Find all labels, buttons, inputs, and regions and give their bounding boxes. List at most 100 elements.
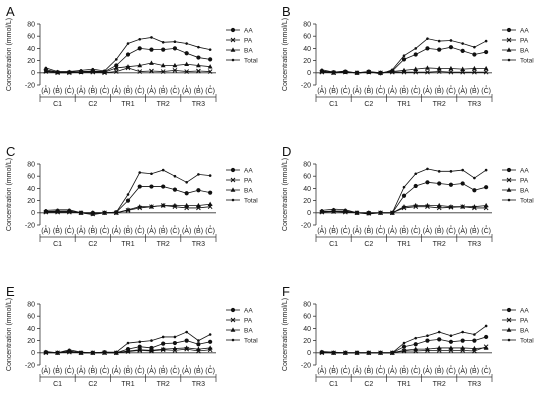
data-point-total-e <box>114 350 118 354</box>
group-label-tr1-e: TR1 <box>121 381 134 388</box>
data-point-total-c <box>150 172 153 176</box>
x-tick-label-f: (B) <box>399 368 408 375</box>
legend-item-pa-c: PA <box>226 177 253 184</box>
legend-item-total-c: Total <box>226 197 258 204</box>
y-tick-label-f: 60 <box>303 314 311 321</box>
legend-item-ba-e: BA <box>226 327 253 334</box>
data-point-total-d <box>449 170 453 173</box>
data-point-aa-f <box>448 339 454 344</box>
legend-item-pa-a: PA <box>226 37 253 44</box>
legend-marker-pa-b <box>506 37 512 43</box>
legend-item-total-f: Total <box>502 337 534 344</box>
x-tick-label-c: (A) <box>112 228 121 235</box>
data-point-ba-c <box>125 207 131 212</box>
x-tick-label-a: (C) <box>205 88 215 95</box>
legend-item-ba-c: BA <box>226 187 253 194</box>
legend-item-ba-a: BA <box>226 47 253 54</box>
legend-label-total-f: Total <box>520 337 534 344</box>
y-tick-label-a: 20 <box>27 58 35 65</box>
legend-marker-pa-d <box>506 177 512 183</box>
x-tick-label-d: (B) <box>435 228 444 235</box>
x-tick-label-f: (A) <box>352 368 361 375</box>
data-point-pa-b <box>483 69 489 75</box>
data-point-total-d <box>414 172 418 176</box>
legend-marker-aa-d <box>506 167 512 173</box>
data-point-total-d <box>426 167 429 171</box>
data-point-aa-d <box>413 183 418 189</box>
data-point-aa-a <box>196 55 201 60</box>
data-point-total-a <box>208 48 212 51</box>
x-tick-label-a: (B) <box>123 88 132 95</box>
data-point-ba-d <box>331 208 336 214</box>
x-tick-label-d: (A) <box>317 228 326 235</box>
group-label-tr1-c: TR1 <box>121 241 134 248</box>
data-point-total-f <box>355 351 359 355</box>
x-tick-label-b: (B) <box>329 88 338 95</box>
data-point-aa-c <box>137 184 142 189</box>
data-point-ba-e <box>172 345 178 351</box>
data-point-total-e <box>68 348 71 352</box>
data-point-ba-a <box>149 60 154 65</box>
data-point-pa-b <box>425 69 430 75</box>
group-label-c1-a: C1 <box>53 101 62 108</box>
data-point-aa-c <box>161 184 166 189</box>
legend-label-pa-b: PA <box>520 37 529 44</box>
data-point-aa-d <box>484 185 489 190</box>
x-tick-label-e: (B) <box>53 368 62 375</box>
data-point-ba-f <box>425 346 430 351</box>
series-total-f <box>320 324 488 355</box>
group-label-tr1-d: TR1 <box>397 241 410 248</box>
data-point-total-e <box>103 350 106 354</box>
data-point-total-a <box>126 42 130 45</box>
x-tick-label-d: (B) <box>470 228 479 235</box>
data-point-total-e <box>126 341 130 345</box>
panel-letter-c: C <box>6 144 15 159</box>
data-point-aa-b <box>437 47 442 52</box>
data-point-ba-f <box>483 345 489 350</box>
legend-marker-ba-a <box>230 47 236 52</box>
data-point-total-a <box>103 69 106 73</box>
y-tick-label-b: 20 <box>303 58 311 65</box>
y-tick-label-c: 40 <box>27 186 35 193</box>
data-point-total-c <box>114 210 118 214</box>
data-point-total-d <box>484 168 488 172</box>
data-point-aa-f <box>413 342 418 347</box>
data-point-aa-e <box>184 338 189 343</box>
data-point-total-c <box>208 174 212 177</box>
data-point-pa-a <box>207 69 213 74</box>
x-tick-label-e: (B) <box>88 368 97 375</box>
x-tick-label-b: (A) <box>352 88 361 95</box>
x-tick-label-b: (B) <box>435 88 444 95</box>
data-point-total-e <box>161 335 165 339</box>
data-point-pa-a <box>149 68 154 74</box>
legend-label-aa-c: AA <box>244 167 253 174</box>
data-point-ba-b <box>413 66 419 71</box>
x-tick-label-f: (A) <box>317 368 326 375</box>
legend-item-ba-b: BA <box>502 47 529 54</box>
group-label-c2-c: C2 <box>88 241 97 248</box>
x-tick-label-d: (B) <box>329 228 338 235</box>
group-label-tr2-f: TR2 <box>433 381 446 388</box>
data-point-ba-f <box>460 345 466 350</box>
data-point-total-d <box>473 176 476 180</box>
x-tick-label-f: (C) <box>376 368 386 375</box>
data-point-aa-d <box>448 182 454 187</box>
x-tick-label-b: (A) <box>458 88 467 95</box>
data-point-aa-d <box>425 180 430 185</box>
data-point-aa-a <box>161 47 166 52</box>
y-tick-label-c: -20 <box>25 222 35 229</box>
data-point-aa-a <box>137 46 142 51</box>
data-point-aa-f <box>437 337 442 342</box>
x-tick-label-f: (C) <box>411 368 421 375</box>
x-tick-label-a: (A) <box>41 88 50 95</box>
data-point-ba-b <box>472 65 477 71</box>
data-point-aa-f <box>472 338 477 343</box>
data-point-total-c <box>56 208 59 212</box>
y-tick-label-e: 80 <box>27 301 35 308</box>
data-point-total-f <box>379 351 382 355</box>
data-point-ba-c <box>207 201 213 207</box>
data-point-ba-d <box>401 204 407 209</box>
legend-label-aa-f: AA <box>520 307 529 314</box>
group-label-c2-b: C2 <box>364 101 373 108</box>
